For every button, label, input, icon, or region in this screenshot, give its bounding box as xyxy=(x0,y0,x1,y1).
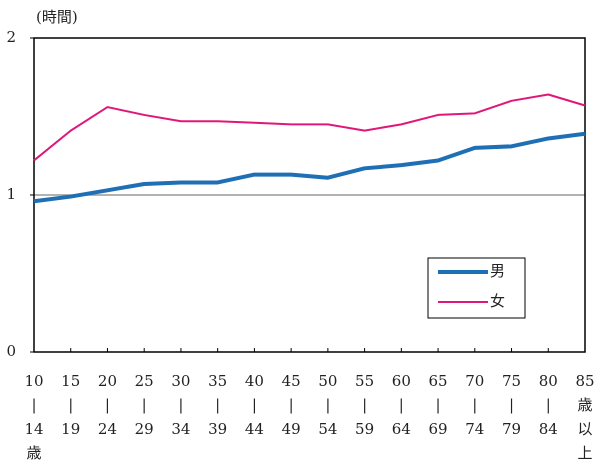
legend-label: 女 xyxy=(490,292,505,310)
x-tick-label: 69 xyxy=(429,420,448,438)
x-tick-label: | xyxy=(105,396,110,414)
plot-frame xyxy=(33,37,586,353)
y-tick-label: 0 xyxy=(6,342,16,360)
x-tick-label: 75 xyxy=(502,372,521,390)
legend-label: 男 xyxy=(490,262,505,280)
x-tick-label: 20 xyxy=(98,372,117,390)
x-tick-label: 70 xyxy=(465,372,484,390)
x-tick-label: 44 xyxy=(245,420,264,438)
x-tick-label: 29 xyxy=(135,420,154,438)
x-tick-label: 15 xyxy=(61,372,80,390)
x-tick-label: 85 xyxy=(575,372,594,390)
x-tick-label: | xyxy=(31,396,36,414)
x-tick-label: 上 xyxy=(577,444,592,462)
x-tick-label: 35 xyxy=(208,372,227,390)
x-tick-label: 以 xyxy=(577,420,592,438)
y-tick-label: 1 xyxy=(6,185,16,203)
x-tick-label: 45 xyxy=(282,372,301,390)
x-tick-label: 60 xyxy=(392,372,411,390)
x-tick-label: | xyxy=(215,396,220,414)
x-tick-label: 14 xyxy=(24,420,43,438)
x-tick-label: 84 xyxy=(539,420,558,438)
x-tick-label: | xyxy=(509,396,514,414)
x-tick-label: 49 xyxy=(282,420,301,438)
x-tick-label: 59 xyxy=(355,420,374,438)
x-tick-label: 39 xyxy=(208,420,227,438)
x-tick-label: | xyxy=(178,396,183,414)
x-tick-label: | xyxy=(399,396,404,414)
x-tick-label: | xyxy=(142,396,147,414)
x-tick-label: 74 xyxy=(465,420,484,438)
series-line xyxy=(33,131,586,204)
x-tick-label: | xyxy=(362,396,367,414)
x-tick-label: 30 xyxy=(171,372,190,390)
x-tick-label: 65 xyxy=(429,372,448,390)
x-tick-label: 79 xyxy=(502,420,521,438)
x-tick-label: 歳 xyxy=(577,396,592,414)
x-tick-label: 10 xyxy=(24,372,43,390)
x-tick-label: 24 xyxy=(98,420,117,438)
x-tick-label: 19 xyxy=(61,420,80,438)
x-tick-label: 34 xyxy=(171,420,190,438)
x-tick-label: | xyxy=(68,396,73,414)
x-tick-label: 64 xyxy=(392,420,411,438)
y-axis-label: (時間) xyxy=(36,8,78,26)
x-tick-label: | xyxy=(325,396,330,414)
y-tick-label: 2 xyxy=(6,28,16,46)
x-tick-label: 80 xyxy=(539,372,558,390)
x-tick-label: | xyxy=(252,396,257,414)
x-tick-label: 50 xyxy=(318,372,337,390)
x-tick-label: | xyxy=(472,396,477,414)
x-tick-label: | xyxy=(289,396,294,414)
x-tick-label: | xyxy=(436,396,441,414)
x-tick-label: 40 xyxy=(245,372,264,390)
series-line xyxy=(33,93,586,162)
x-tick-label: | xyxy=(546,396,551,414)
legend-box xyxy=(427,257,526,319)
x-tick-label: 54 xyxy=(318,420,337,438)
x-tick-label: 25 xyxy=(135,372,154,390)
x-tick-label: 歳 xyxy=(26,444,41,462)
x-tick-label: 55 xyxy=(355,372,374,390)
